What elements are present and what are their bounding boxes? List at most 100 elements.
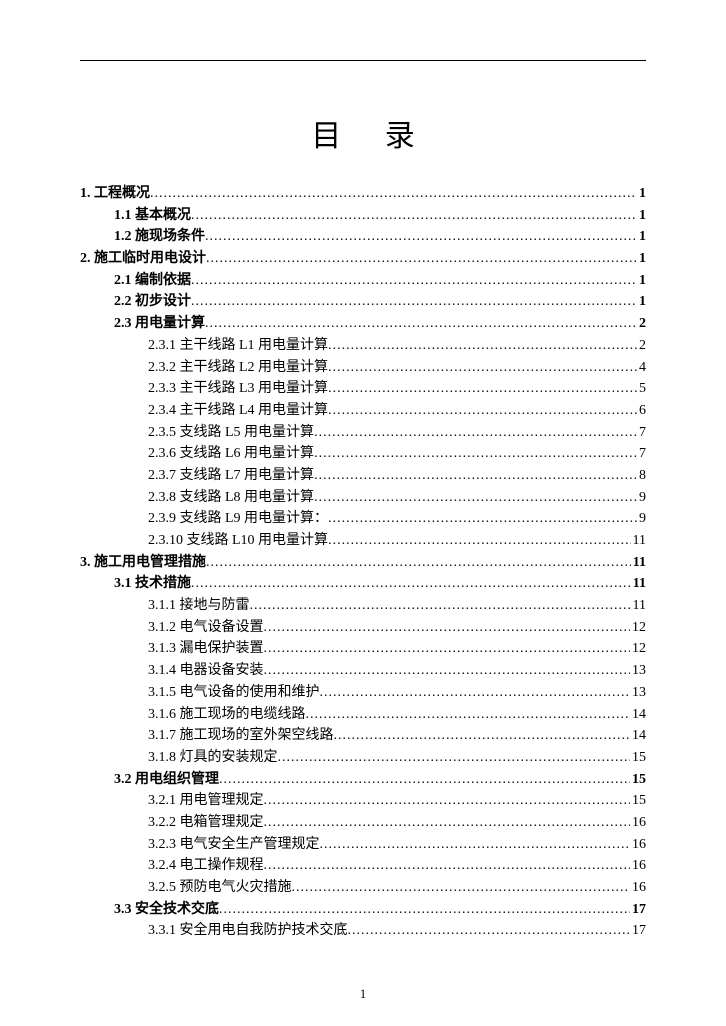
toc-entry-page: 8 <box>637 465 646 487</box>
toc-entry: 2.1 编制依据 1 <box>114 270 646 292</box>
toc-entry: 2.3.6 支线路 L6 用电量计算 7 <box>148 443 646 465</box>
toc-leader-dots <box>264 638 631 660</box>
toc-entry: 1. 工程概况1 <box>80 183 646 205</box>
toc-leader-dots <box>314 443 637 465</box>
toc-entry-page: 14 <box>630 704 646 726</box>
toc-entry-page: 4 <box>637 357 646 379</box>
toc-entry-page: 1 <box>637 291 646 313</box>
toc-entry-label: 3.2.1 用电管理规定 <box>148 790 264 812</box>
toc-entry-label: 2. 施工临时用电设计 <box>80 248 206 270</box>
toc-entry-page: 13 <box>630 660 646 682</box>
toc-leader-dots <box>205 313 637 335</box>
toc-entry-label: 3.3 安全技术交底 <box>114 899 219 921</box>
toc-entry-label: 2.3.9 支线路 L9 用电量计算： <box>148 508 328 530</box>
toc-list: 1. 工程概况11.1 基本概况11.2 施现场条件12. 施工临时用电设计12… <box>80 183 646 942</box>
toc-entry-label: 3.2.4 电工操作规程 <box>148 855 264 877</box>
toc-entry-label: 1.2 施现场条件 <box>114 226 205 248</box>
toc-title: 目 录 <box>80 111 646 155</box>
toc-entry: 2.3.7 支线路 L7 用电量计算8 <box>148 465 646 487</box>
toc-entry-label: 3.1 技术措施 <box>114 573 191 595</box>
toc-entry: 3.2.4 电工操作规程 16 <box>148 855 646 877</box>
toc-entry-page: 9 <box>637 487 646 509</box>
toc-entry: 3.2.2 电箱管理规定 16 <box>148 812 646 834</box>
toc-entry-page: 11 <box>631 573 646 595</box>
toc-leader-dots <box>219 769 630 791</box>
toc-entry-label: 3.2.2 电箱管理规定 <box>148 812 264 834</box>
toc-leader-dots <box>348 920 631 942</box>
toc-leader-dots <box>191 573 631 595</box>
toc-entry: 2.3.2 主干线路 L2 用电量计算4 <box>148 357 646 379</box>
toc-entry: 2.2 初步设计1 <box>114 291 646 313</box>
toc-leader-dots <box>191 205 637 227</box>
toc-leader-dots <box>191 291 637 313</box>
toc-entry-label: 3.1.4 电器设备安装 <box>148 660 264 682</box>
toc-entry-label: 2.3.3 主干线路 L3 用电量计算 <box>148 378 328 400</box>
toc-entry: 3.2.1 用电管理规定15 <box>148 790 646 812</box>
toc-entry-page: 15 <box>630 747 646 769</box>
toc-leader-dots <box>306 704 631 726</box>
toc-entry-page: 12 <box>630 638 646 660</box>
toc-entry-page: 7 <box>637 443 646 465</box>
toc-entry-label: 3.1.5 电气设备的使用和维护 <box>148 682 320 704</box>
toc-entry: 2. 施工临时用电设计 1 <box>80 248 646 270</box>
toc-entry-page: 17 <box>630 920 646 942</box>
toc-entry-page: 14 <box>630 725 646 747</box>
toc-leader-dots <box>328 335 637 357</box>
toc-leader-dots <box>250 595 631 617</box>
toc-leader-dots <box>328 357 637 379</box>
toc-entry: 3.1.8 灯具的安装规定 15 <box>148 747 646 769</box>
toc-entry-label: 3.1.8 灯具的安装规定 <box>148 747 278 769</box>
toc-entry: 3.3.1 安全用电自我防护技术交底 17 <box>148 920 646 942</box>
toc-entry-page: 16 <box>630 855 646 877</box>
toc-leader-dots <box>264 812 631 834</box>
toc-entry: 3.1.6 施工现场的电缆线路 14 <box>148 704 646 726</box>
page-container: 目 录 1. 工程概况11.1 基本概况11.2 施现场条件12. 施工临时用电… <box>0 0 726 1026</box>
toc-entry-label: 2.3.6 支线路 L6 用电量计算 <box>148 443 314 465</box>
toc-entry-page: 15 <box>630 769 646 791</box>
toc-entry-label: 3.1.1 接地与防雷 <box>148 595 250 617</box>
toc-entry-label: 2.3 用电量计算 <box>114 313 205 335</box>
toc-entry: 2.3.8 支线路 L8 用电量计算 9 <box>148 487 646 509</box>
toc-entry: 3.1.1 接地与防雷11 <box>148 595 646 617</box>
toc-leader-dots <box>328 378 637 400</box>
toc-entry-page: 1 <box>637 248 646 270</box>
toc-leader-dots <box>191 270 637 292</box>
toc-entry-label: 2.3.8 支线路 L8 用电量计算 <box>148 487 314 509</box>
toc-leader-dots <box>320 834 631 856</box>
toc-leader-dots <box>219 899 630 921</box>
toc-entry-page: 16 <box>630 834 646 856</box>
toc-entry-page: 11 <box>631 530 646 552</box>
toc-entry-page: 6 <box>637 400 646 422</box>
toc-entry-page: 1 <box>637 270 646 292</box>
toc-entry: 3.1.2 电气设备设置12 <box>148 617 646 639</box>
toc-entry: 3.2.5 预防电气火灾措施16 <box>148 877 646 899</box>
toc-entry-page: 1 <box>637 205 646 227</box>
toc-entry-page: 9 <box>637 508 646 530</box>
toc-leader-dots <box>150 183 637 205</box>
toc-entry-label: 3.1.6 施工现场的电缆线路 <box>148 704 306 726</box>
toc-entry-page: 16 <box>630 812 646 834</box>
toc-entry-page: 2 <box>637 313 646 335</box>
toc-leader-dots <box>314 487 637 509</box>
toc-entry: 3. 施工用电管理措施11 <box>80 552 646 574</box>
toc-entry-page: 5 <box>637 378 646 400</box>
toc-entry: 1.2 施现场条件 1 <box>114 226 646 248</box>
toc-leader-dots <box>320 682 631 704</box>
toc-leader-dots <box>264 855 631 877</box>
toc-entry-page: 12 <box>630 617 646 639</box>
toc-entry-page: 16 <box>630 877 646 899</box>
toc-entry: 2.3.3 主干线路 L3 用电量计算 5 <box>148 378 646 400</box>
toc-entry-label: 3. 施工用电管理措施 <box>80 552 206 574</box>
toc-entry: 3.1.7 施工现场的室外架空线路 14 <box>148 725 646 747</box>
toc-entry: 2.3.1 主干线路 L1 用电量计算2 <box>148 335 646 357</box>
toc-leader-dots <box>334 725 631 747</box>
toc-leader-dots <box>328 400 637 422</box>
toc-entry-label: 3.3.1 安全用电自我防护技术交底 <box>148 920 348 942</box>
toc-entry-label: 3.1.7 施工现场的室外架空线路 <box>148 725 334 747</box>
toc-entry-label: 2.1 编制依据 <box>114 270 191 292</box>
toc-leader-dots <box>264 660 631 682</box>
toc-entry-page: 1 <box>637 226 646 248</box>
toc-entry: 3.2.3 电气安全生产管理规定16 <box>148 834 646 856</box>
toc-entry-page: 1 <box>637 183 646 205</box>
toc-entry-page: 17 <box>630 899 646 921</box>
